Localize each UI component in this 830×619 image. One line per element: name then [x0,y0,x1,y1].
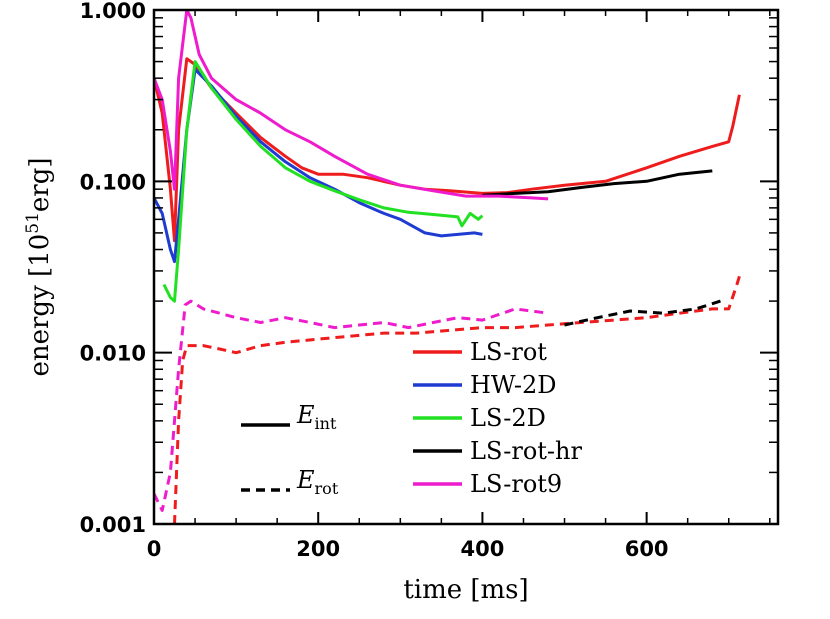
series-ls-rot9-rot-line [154,299,549,512]
legend: LS-rot HW-2D LS-2D LS-rot-hr LS-rot9 [413,338,583,498]
legend-label-hw-2d: HW-2D [470,371,556,399]
x-tick-label: 600 [625,537,669,561]
legend-label-ls-rot: LS-rot [470,338,547,366]
style-key-symbol: E [296,466,315,494]
legend-label-ls-rot9: LS-rot9 [470,470,562,498]
series-ls-rot-rot-line [173,270,743,524]
series-ls-rot-hr-rot-line [564,299,721,327]
series-ls-rot9-int-line [154,10,549,201]
series-ls-2d-int-line [162,60,484,303]
style-key-rot-label: Erot [296,466,339,498]
style-key-int-label: Eint [296,401,337,433]
x-tick-label: 200 [296,537,340,561]
plot-frame [152,8,780,526]
style-key-subscript: int [315,414,337,433]
axis-ticks: 0 200 400 600 0.001 0.010 0.100 1.000 [80,0,778,561]
y-tick-label: 0.010 [80,342,146,366]
y-axis-label-exponent: 51 [23,212,43,234]
x-axis-label: time [ms] [403,575,528,605]
legend-label-ls-2d: LS-2D [470,404,546,432]
series-ls-rot-int-line [154,57,741,243]
y-tick-label: 0.100 [80,170,146,194]
series-ls-rot-hr-int-line [482,169,713,197]
series-hw-2d-int-line [154,67,483,264]
y-tick-label: 0.001 [80,513,146,537]
x-tick-label: 0 [147,537,162,561]
y-axis-label-prefix: energy [10 [25,234,55,377]
style-key-symbol: E [296,401,315,429]
series-layer [154,10,743,524]
legend-label-ls-rot-hr: LS-rot-hr [470,437,583,465]
y-axis-label: energy [1051erg] [23,157,55,376]
y-tick-label: 1.000 [80,0,146,23]
y-axis-label-suffix: erg] [25,157,55,212]
x-tick-label: 400 [460,537,504,561]
style-key-subscript: rot [315,479,339,498]
